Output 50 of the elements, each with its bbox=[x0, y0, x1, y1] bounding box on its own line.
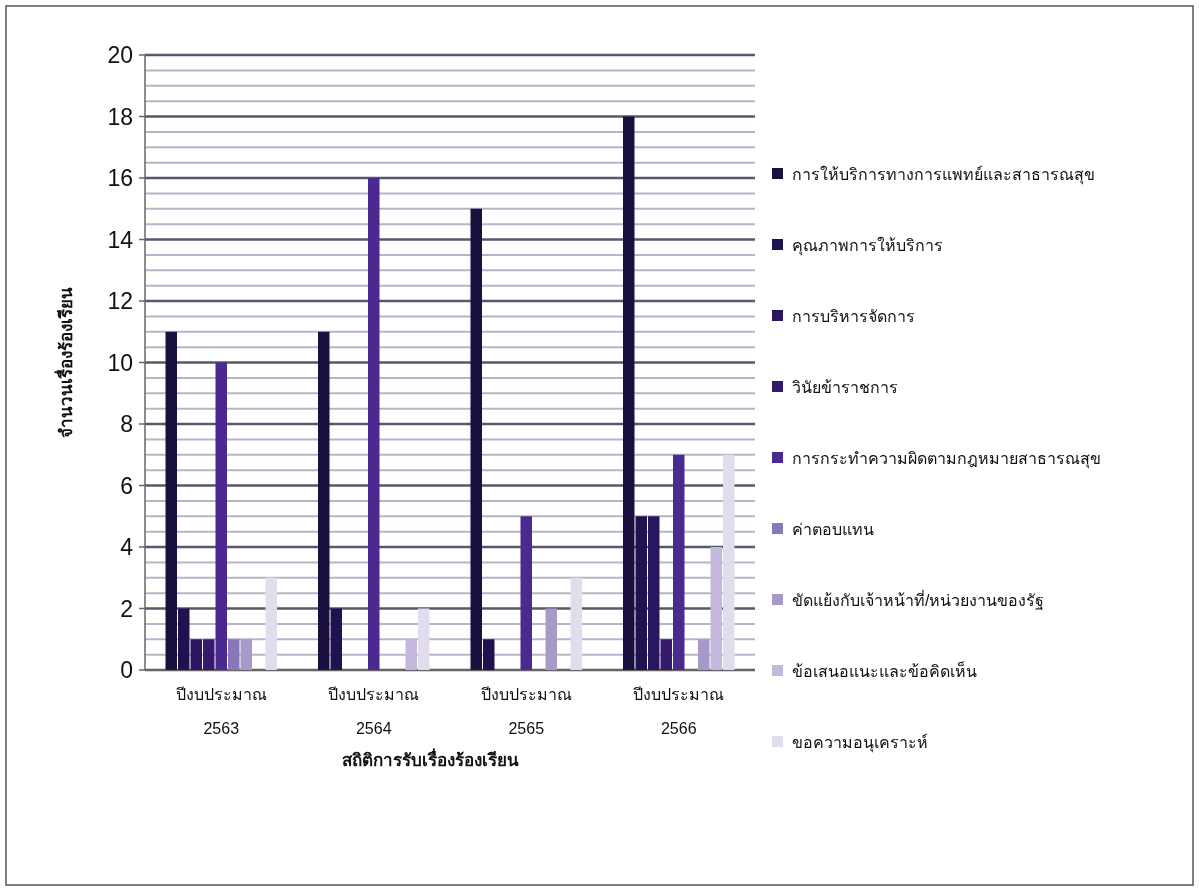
legend-label: วินัยข้าราชการ bbox=[792, 379, 898, 396]
bar bbox=[178, 608, 190, 670]
legend-label: ขัดแย้งกับเจ้าหน้าที่/หน่วยงานของรัฐ bbox=[792, 589, 1045, 610]
x-axis-title: สถิติการรับเรื่องร้องเรียน bbox=[341, 748, 519, 770]
bar bbox=[698, 639, 710, 670]
legend-label: ค่าตอบแทน bbox=[792, 521, 874, 538]
legend-label: การกระทำความผิดตามกฎหมายสาธารณสุข bbox=[792, 450, 1101, 469]
bar bbox=[623, 116, 635, 670]
legend-label: การบริหารจัดการ bbox=[792, 308, 915, 325]
bar bbox=[368, 178, 380, 670]
y-tick-label: 16 bbox=[107, 165, 133, 191]
y-tick-label: 10 bbox=[107, 349, 133, 376]
y-tick-label: 6 bbox=[120, 472, 133, 499]
y-tick-label: 0 bbox=[120, 657, 133, 683]
bar bbox=[483, 639, 495, 670]
legend-label: คุณภาพการให้บริการ bbox=[792, 236, 943, 256]
bar bbox=[710, 547, 722, 670]
y-tick-label: 18 bbox=[107, 103, 133, 130]
bar bbox=[418, 608, 430, 670]
bar bbox=[648, 516, 660, 670]
x-tick-label: ปีงบประมาณ 2564 bbox=[328, 686, 420, 737]
bar bbox=[660, 639, 672, 670]
bar bbox=[190, 639, 202, 670]
bar bbox=[318, 331, 330, 670]
bar bbox=[265, 577, 277, 670]
legend-label: การให้บริการทางการแพทย์และสาธารณสุข bbox=[792, 165, 1095, 185]
y-tick-label: 4 bbox=[120, 534, 134, 560]
bar bbox=[203, 639, 215, 670]
bar bbox=[673, 454, 685, 670]
y-axis-title: จำนวนเรื่องร้องเรียน bbox=[54, 287, 76, 438]
bar bbox=[545, 608, 557, 670]
bar bbox=[470, 208, 482, 670]
bar bbox=[635, 516, 647, 670]
bar bbox=[215, 362, 227, 670]
x-tick-label: ปีงบประมาณ 2566 bbox=[633, 686, 725, 737]
y-tick-label: 8 bbox=[120, 411, 133, 437]
y-tick-label: 12 bbox=[107, 288, 133, 314]
bar bbox=[723, 454, 735, 670]
x-tick-label: ปีงบประมาณ 2565 bbox=[480, 686, 572, 737]
x-tick-label: ปีงบประมาณ 2563 bbox=[175, 686, 267, 737]
legend-label: ข้อเสนอแนะและข้อคิดเห็น bbox=[792, 661, 977, 680]
y-tick-label: 2 bbox=[120, 595, 133, 622]
bar bbox=[570, 577, 582, 670]
bar bbox=[165, 331, 177, 670]
bar bbox=[330, 608, 342, 670]
bar bbox=[405, 639, 417, 670]
y-tick-label: 20 bbox=[107, 42, 133, 68]
y-tick-label: 14 bbox=[107, 226, 134, 253]
bar bbox=[520, 516, 532, 670]
legend-label: ขอความอนุเคราะห์ bbox=[792, 733, 928, 753]
